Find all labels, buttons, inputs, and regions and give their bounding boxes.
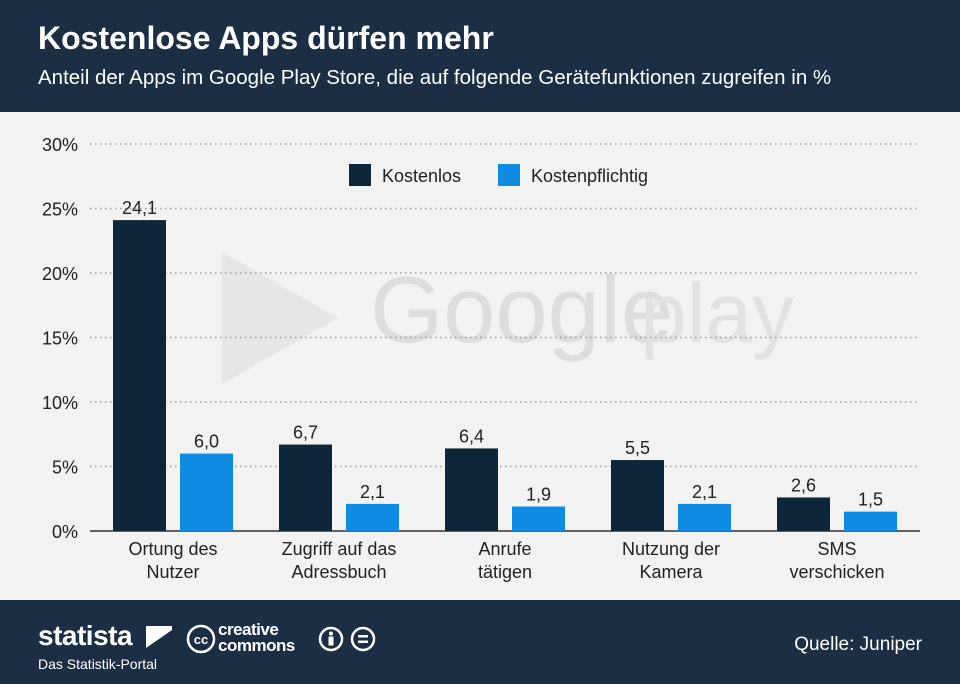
data-label: 6,0 xyxy=(194,432,219,452)
x-tick-label: Zugriff auf das xyxy=(282,539,397,559)
no-derivatives-icon[interactable] xyxy=(350,626,376,652)
source-note: Quelle: Juniper xyxy=(794,634,922,655)
y-tick-label: 25% xyxy=(42,200,78,220)
data-label: 2,1 xyxy=(692,482,717,502)
bar-kostenlos xyxy=(777,497,830,531)
x-tick-label: SMS xyxy=(817,539,856,559)
watermark-google: Google xyxy=(370,257,673,362)
attribution-icon[interactable] xyxy=(318,626,344,652)
bar-kostenlos xyxy=(113,220,166,532)
x-tick-label: tätigen xyxy=(478,562,532,582)
bar-kostenpflichtig xyxy=(844,511,897,531)
plot-area: Google play 0% 5% 10% 15% 20% 25% 30% 24,1 6,0 6… xyxy=(0,112,960,600)
legend-label: Kostenpflichtig xyxy=(531,166,648,186)
data-label: 24,1 xyxy=(122,198,157,218)
bar-chart: Google play 0% 5% 10% 15% 20% 25% 30% 24,1 6,0 6… xyxy=(42,135,920,582)
chart-title: Kostenlose Apps dürfen mehr xyxy=(38,20,494,56)
x-tick-label: Adressbuch xyxy=(291,562,386,582)
statista-mark-icon xyxy=(146,626,172,648)
bars xyxy=(113,220,897,532)
x-tick-label: Ortung des xyxy=(128,539,217,559)
statista-logo[interactable]: statista xyxy=(38,620,133,651)
data-label: 1,9 xyxy=(526,484,551,504)
bar-kostenpflichtig xyxy=(678,503,731,531)
bar-kostenpflichtig xyxy=(180,453,233,531)
legend-swatch xyxy=(498,164,520,186)
data-label: 2,6 xyxy=(791,475,816,495)
bar-kostenlos xyxy=(279,444,332,531)
y-tick-label: 15% xyxy=(42,329,78,349)
creative-commons-text[interactable]: creative commons xyxy=(218,620,295,655)
bar-kostenpflichtig xyxy=(346,503,399,531)
x-tick-label: Anrufe xyxy=(478,539,531,559)
data-label: 5,5 xyxy=(625,438,650,458)
y-tick-label: 5% xyxy=(52,458,78,478)
data-label: 2,1 xyxy=(360,482,385,502)
data-label: 1,5 xyxy=(858,490,883,510)
y-tick-label: 0% xyxy=(52,522,78,542)
data-label: 6,7 xyxy=(293,423,318,443)
cc-icon[interactable]: cc xyxy=(186,624,216,654)
grid-lines xyxy=(90,143,920,468)
footer: statista Das Statistik-Portal cc creativ… xyxy=(0,600,960,684)
y-tick-label: 20% xyxy=(42,264,78,284)
x-tick-label: Nutzer xyxy=(146,562,199,582)
cc-line-creative: creative xyxy=(218,620,279,639)
y-tick-label: 30% xyxy=(42,135,78,155)
legend-swatch xyxy=(349,164,371,186)
x-tick-label: Nutzung der xyxy=(622,539,720,559)
y-tick-label: 10% xyxy=(42,393,78,413)
legend: Kostenlos Kostenpflichtig xyxy=(349,164,648,186)
watermark-play: play xyxy=(640,266,794,360)
chart-subtitle: Anteil der Apps im Google Play Store, di… xyxy=(38,66,832,89)
statista-tagline: Das Statistik-Portal xyxy=(38,656,158,672)
svg-text:cc: cc xyxy=(194,632,208,647)
x-axis: Ortung des Nutzer Zugriff auf das Adressbuc… xyxy=(128,539,884,582)
play-triangle-icon xyxy=(222,252,338,384)
cc-line-commons: commons xyxy=(218,636,295,655)
data-label: 6,4 xyxy=(459,426,484,446)
bar-kostenlos xyxy=(445,448,498,531)
x-tick-label: Kamera xyxy=(639,562,703,582)
google-play-watermark: Google play xyxy=(222,252,794,384)
x-tick-label: verschicken xyxy=(789,562,884,582)
bar-kostenpflichtig xyxy=(512,506,565,531)
legend-label: Kostenlos xyxy=(382,166,461,186)
data-labels: 24,1 6,0 6,7 2,1 6,4 1,9 5,5 2,1 2,6 1,5 xyxy=(122,198,883,510)
header: Kostenlose Apps dürfen mehr Anteil der A… xyxy=(0,0,960,112)
bar-kostenlos xyxy=(611,460,664,531)
